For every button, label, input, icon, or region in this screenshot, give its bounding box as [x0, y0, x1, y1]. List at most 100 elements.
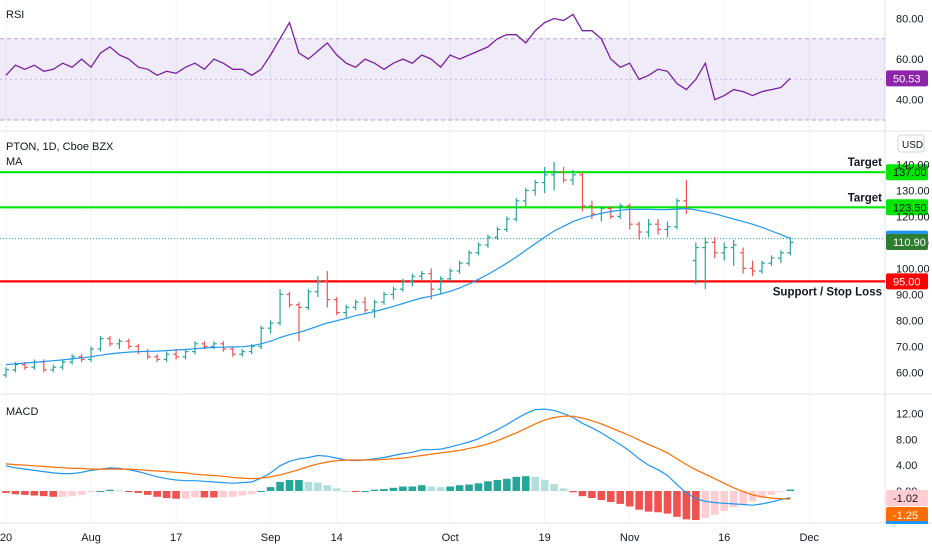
macd-histogram-bar: [304, 481, 313, 491]
rsi-value-label: 50.53: [893, 73, 921, 85]
time-tick-label: 14: [331, 532, 343, 544]
time-scale[interactable]: 20 Aug 17 Sep 14 Oct 19 Nov 16 Dec: [0, 532, 820, 544]
ohlc-bar: [399, 278, 406, 292]
ohlc-bar: [277, 289, 284, 326]
macd-tick-label: 12.00: [896, 409, 924, 421]
ohlc-bar: [163, 351, 170, 362]
macd-tick-label: 4.00: [896, 460, 917, 472]
macd-histogram-bar: [578, 491, 587, 497]
macd-histogram-bar: [512, 476, 521, 491]
ohlc-bar: [664, 221, 671, 238]
time-tick-label: Aug: [81, 532, 101, 544]
macd-histogram-bar: [200, 491, 209, 498]
ohlc-bar: [390, 286, 397, 300]
macd-histogram-bar: [767, 491, 776, 495]
macd-histogram-bar: [314, 482, 322, 491]
rsi-tick-label: 80.00: [896, 14, 924, 26]
ohlc-bar: [503, 216, 510, 232]
macd-histogram-bar: [332, 488, 341, 491]
ohlc-bar: [333, 297, 340, 316]
macd-histogram-bar: [758, 491, 766, 499]
level-value-2: 95.00: [893, 276, 921, 288]
grid: [0, 0, 932, 524]
macd-histogram-bar: [559, 488, 568, 491]
ohlc-bar: [626, 203, 633, 230]
time-tick-label: Oct: [442, 532, 459, 544]
price-tick-label: 80.00: [896, 315, 924, 327]
ohlc-bar: [673, 198, 680, 230]
macd-histogram-bar: [143, 491, 152, 495]
ohlc-bar: [513, 198, 520, 222]
macd-histogram-bar: [87, 491, 95, 493]
ohlc-bar: [636, 221, 643, 240]
ohlc-bar: [305, 289, 312, 310]
ohlc-bar: [749, 260, 756, 277]
ohlc-bar: [475, 242, 482, 256]
ohlc-bar: [768, 255, 775, 266]
ohlc-bar: [116, 338, 123, 349]
moving-average-line: [5, 207, 791, 366]
level-name-1: Target: [848, 192, 882, 204]
macd-histogram-bar: [115, 490, 124, 492]
currency-box[interactable]: [897, 134, 925, 153]
last-close-badge: [886, 234, 928, 251]
macd-histogram-bar: [11, 491, 20, 495]
macd-histogram-badge: [886, 490, 928, 506]
macd-histogram-bar: [607, 491, 615, 502]
ohlc-bar: [59, 359, 66, 370]
rsi-pane: RSI: [0, 9, 885, 121]
ohlc-bar: [229, 346, 236, 357]
macd-histogram-bar: [266, 487, 275, 491]
last-close-label: 110.90: [893, 237, 926, 249]
macd-histogram-bar: [191, 491, 199, 498]
macd-histogram-bar: [342, 491, 350, 492]
macd-histogram-bar: [134, 491, 143, 493]
macd-histogram-bar: [625, 491, 634, 507]
time-tick-label: Dec: [799, 532, 819, 544]
macd-histogram-bar: [219, 491, 228, 498]
currency-label: USD: [902, 140, 923, 151]
ohlc-bar: [541, 167, 548, 193]
macd-histogram-bar: [588, 491, 596, 499]
macd-tick-label: 8.00: [896, 434, 917, 446]
ohlc-bar: [286, 291, 293, 308]
macd-histogram-bar: [172, 491, 180, 499]
ohlc-bar: [409, 273, 416, 287]
macd-histogram-bar: [77, 491, 86, 495]
macd-histogram-bar: [276, 481, 284, 491]
macd-label: MACD: [6, 406, 38, 418]
ohlc-bar: [570, 169, 576, 186]
level-badge-1: [886, 199, 928, 216]
macd-histogram-bar: [616, 491, 625, 504]
macd-histogram-bar: [673, 491, 681, 517]
macd-signal-line: [5, 415, 791, 500]
ohlc-bar: [692, 242, 699, 284]
price-scale[interactable]: 40.00 60.00 80.00 50.53 137.00 123.50 95.00 60.…: [886, 14, 930, 525]
level-badge-0: [886, 164, 928, 181]
ohlc-bar: [428, 268, 435, 300]
ohlc-bar: [220, 341, 227, 352]
macd-histogram-bar: [125, 491, 133, 492]
macd-histogram-bar: [663, 491, 672, 514]
macd-histogram-bar: [786, 489, 795, 491]
symbol-title: PTON, 1D, Cboe BZX: [6, 141, 114, 153]
macd-histogram-bar: [531, 476, 539, 491]
price-tick-label: 90.00: [896, 289, 924, 301]
level-value-1: 123.50: [893, 202, 927, 214]
ohlc-bar: [125, 338, 132, 349]
macd-histogram-bar: [40, 491, 48, 497]
macd-histogram-bar: [351, 491, 360, 492]
price-pane: PTON, 1D, Cboe BZX MA Target Target Suppor…: [0, 141, 885, 378]
macd-histogram-bar: [654, 491, 662, 513]
macd-histogram-bar: [550, 483, 558, 491]
macd-histogram-bar: [503, 478, 511, 491]
ohlc-bar: [343, 304, 350, 318]
macd-histogram-bar: [597, 491, 606, 501]
ohlc-bar: [381, 291, 387, 305]
ohlc-bar: [173, 349, 180, 360]
ohlc-bar: [466, 250, 473, 266]
rsi-label: RSI: [6, 9, 24, 21]
macd-histogram-bar: [295, 480, 303, 491]
